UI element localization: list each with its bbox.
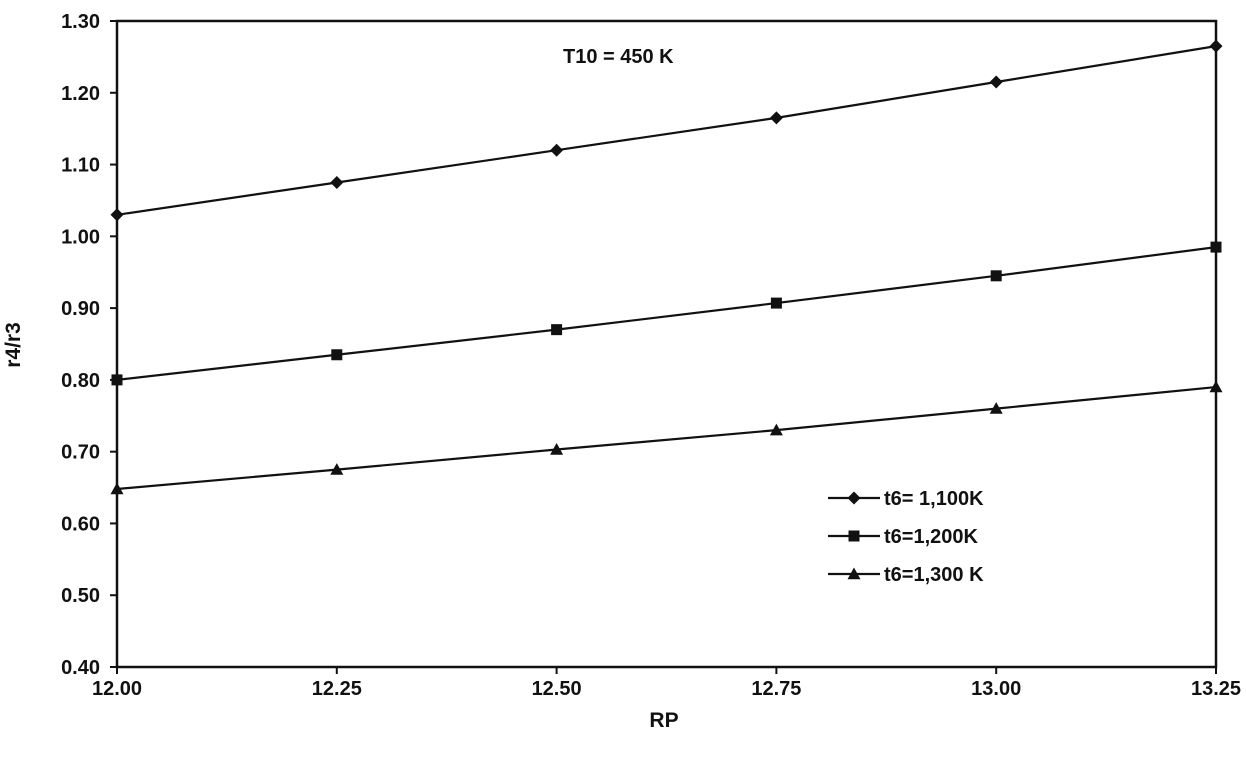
legend-marker [848,530,860,542]
legend-marker [847,567,861,580]
y-axis-ticks: 0.40 0.50 0.60 0.70 0.80 0.90 1.00 1.10 1.20 1.30 [61,11,117,679]
data-point-marker [330,176,344,189]
plot-area [115,19,1218,669]
series-1 [110,39,1223,222]
y-tick-label: 0.60 [61,513,100,535]
x-tick-label: 12.75 [751,678,801,700]
data-point-marker [769,423,783,436]
y-tick-label: 1.30 [61,11,100,33]
data-point-marker [770,297,782,309]
data-point-marker [989,402,1003,414]
data-point-marker [110,482,124,495]
series-line [116,385,1217,491]
legend-label: t6=1,200K [884,526,979,548]
legend-item: t6=1,200K [828,526,979,548]
x-tick-label: 13.25 [1191,678,1241,700]
legend-label: t6=1,300 K [884,564,984,586]
y-tick-label: 0.90 [61,298,100,320]
legend-marker [847,491,861,505]
data-point-marker [1209,380,1223,393]
y-tick-label: 0.50 [61,585,100,607]
y-tick-label: 1.10 [61,155,100,177]
annotation-label: T10 = 450 K [563,46,674,68]
plot-frame [115,19,1218,669]
data-point-marker [769,111,783,125]
legend: t6= 1,100K t6=1,200K t6=1,300 K [828,488,984,586]
y-axis-title: r4/r3 [2,322,25,368]
x-tick-label: 12.50 [532,678,582,700]
y-tick-label: 0.80 [61,370,100,392]
series-line [116,246,1217,381]
y-tick-label: 0.70 [61,442,100,464]
series-2 [111,241,1222,386]
y-tick-label: 1.00 [61,226,100,248]
x-tick-label: 13.00 [971,678,1021,700]
y-tick-label: 0.40 [61,657,100,679]
x-axis-title: RP [649,709,678,732]
data-point-marker [111,374,123,386]
data-point-marker [1210,241,1222,253]
data-point-marker [550,443,564,455]
series-3 [110,380,1223,495]
x-axis-ticks: 12.00 12.25 12.50 12.75 13.00 13.25 [92,667,1241,700]
data-point-marker [551,324,563,336]
x-tick-label: 12.00 [92,678,142,700]
data-point-marker [331,349,343,361]
data-point-marker [550,143,564,157]
data-point-marker [110,208,124,222]
data-point-marker [989,75,1003,89]
legend-label: t6= 1,100K [884,488,984,510]
legend-item: t6=1,300 K [828,564,984,586]
y-tick-label: 1.20 [61,83,100,105]
legend-item: t6= 1,100K [828,488,984,510]
data-point-marker [990,270,1002,282]
series-line [116,45,1217,216]
series-layer [110,39,1223,495]
x-tick-label: 12.25 [312,678,362,700]
data-point-marker [330,463,344,475]
data-point-marker [1209,39,1223,53]
